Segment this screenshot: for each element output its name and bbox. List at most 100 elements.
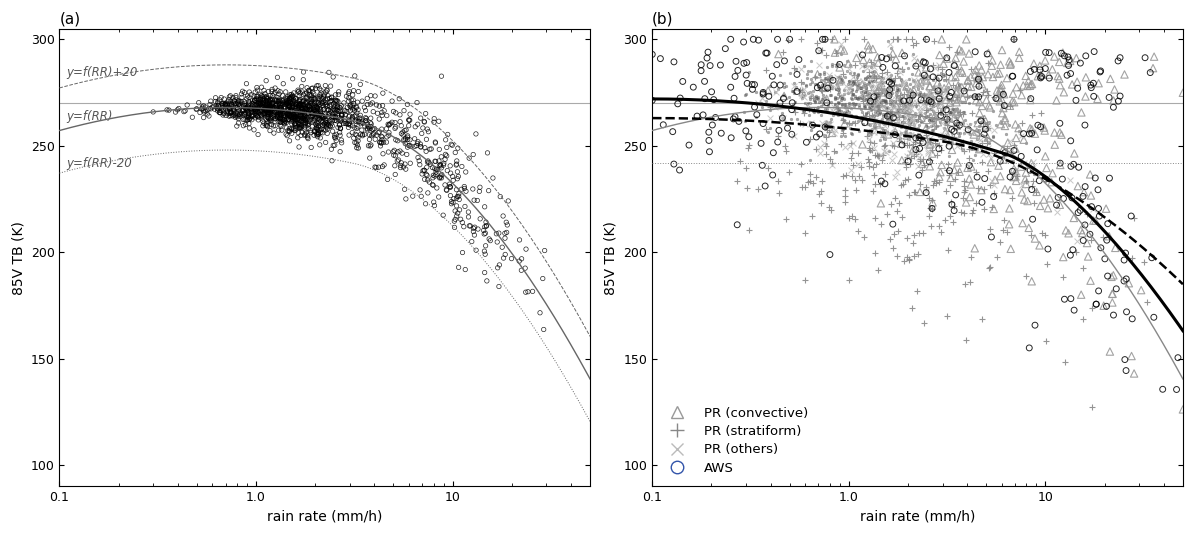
Point (281, 102, 300, 111)
Point (418, 189, 437, 197)
Point (396, 134, 416, 142)
Point (476, 241, 496, 250)
Point (956, 335, 975, 344)
Point (980, 224, 999, 233)
Point (327, 106, 346, 114)
Point (862, 146, 881, 154)
Point (868, 117, 887, 126)
Point (800, 156, 819, 164)
Point (879, 51, 898, 59)
Point (961, 119, 980, 128)
Point (837, 106, 856, 114)
Point (937, 134, 956, 143)
Point (246, 107, 265, 116)
Point (835, 86, 854, 94)
Point (416, 166, 435, 175)
Point (995, 101, 1014, 110)
Point (878, 113, 897, 121)
Point (842, 128, 861, 137)
Point (753, 94, 773, 102)
Point (261, 116, 281, 125)
Point (873, 96, 892, 105)
Point (1051, 160, 1070, 169)
Point (904, 91, 923, 100)
Point (230, 110, 250, 119)
Point (300, 103, 319, 111)
Point (836, 111, 855, 120)
Point (890, 113, 909, 121)
Point (250, 106, 269, 114)
Point (260, 101, 279, 110)
Point (228, 109, 247, 118)
Point (804, 87, 823, 95)
Point (253, 92, 272, 101)
Point (1003, 89, 1022, 98)
Point (290, 110, 309, 119)
Point (941, 98, 960, 107)
Point (312, 89, 331, 97)
Point (367, 163, 386, 172)
Point (432, 170, 451, 179)
Point (322, 112, 341, 120)
Point (851, 84, 870, 93)
Point (860, 90, 879, 98)
Point (216, 100, 235, 109)
Point (1103, 298, 1122, 307)
Point (394, 136, 413, 144)
Point (861, 89, 880, 98)
Point (285, 112, 304, 120)
Point (906, 81, 925, 89)
Point (855, 232, 874, 241)
Point (851, 163, 870, 171)
Point (250, 98, 269, 106)
Point (259, 98, 278, 106)
Point (940, 81, 959, 90)
Point (900, 141, 919, 149)
Point (923, 117, 942, 126)
Point (427, 184, 447, 192)
Point (890, 121, 909, 129)
Point (357, 124, 376, 133)
Point (251, 101, 270, 109)
Point (949, 132, 968, 140)
Point (807, 94, 826, 102)
Point (818, 120, 837, 129)
Point (300, 103, 319, 111)
Point (394, 106, 413, 115)
Point (277, 130, 296, 139)
Point (295, 116, 314, 125)
Point (362, 91, 381, 100)
Point (1021, 81, 1040, 90)
Point (189, 98, 208, 107)
Point (801, 87, 820, 96)
Point (220, 95, 239, 104)
Point (802, 75, 821, 83)
Point (426, 139, 445, 147)
Point (887, 93, 906, 101)
Point (271, 104, 290, 112)
Point (794, 92, 813, 101)
Point (949, 88, 968, 96)
Point (900, 80, 919, 88)
Point (1054, 273, 1073, 281)
Point (248, 92, 267, 101)
Point (313, 121, 332, 129)
Point (454, 223, 473, 231)
Point (848, 70, 867, 79)
Point (863, 113, 882, 122)
Point (993, 102, 1013, 111)
Point (910, 133, 929, 142)
Point (1047, 201, 1066, 209)
Point (910, 180, 929, 188)
Point (1024, 59, 1044, 68)
Point (881, 96, 900, 105)
Point (436, 155, 455, 164)
Point (1051, 128, 1070, 137)
Point (704, 95, 724, 104)
Point (437, 151, 456, 160)
Point (938, 89, 958, 97)
Point (196, 103, 215, 111)
Point (930, 132, 949, 140)
Point (761, 103, 780, 111)
Point (414, 166, 433, 174)
